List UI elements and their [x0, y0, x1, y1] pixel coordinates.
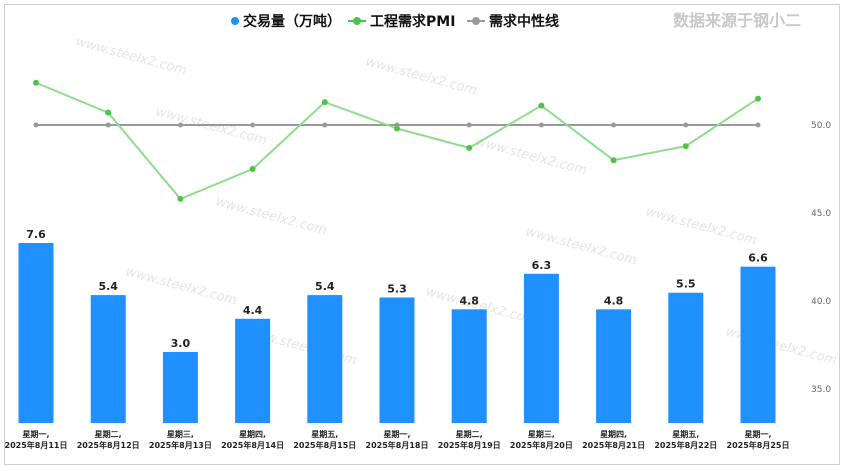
chart-svg: www.steelx2.com www.steelx2.com www.steelx… [5, 11, 838, 450]
volume-bar [668, 292, 704, 423]
legend-label: 交易量（万吨） [243, 13, 341, 30]
pmi-point [466, 144, 473, 151]
volume-bar-label: 4.8 [604, 294, 624, 307]
category-date-label: 2025年8月25日 [727, 440, 790, 450]
watermark-text: www.steelx2.com [364, 54, 479, 98]
neutral-point [538, 122, 544, 128]
neutral-point [105, 122, 111, 128]
pmi-line [35, 81, 759, 201]
neutral-point [322, 122, 328, 128]
category-weekday-label: 星期五, [672, 429, 699, 439]
volume-bar-label: 4.4 [243, 304, 263, 317]
category-date-label: 2025年8月22日 [654, 440, 717, 450]
category-weekday-label: 星期一, [22, 429, 49, 439]
category-date-label: 2025年8月11日 [5, 440, 67, 450]
category-weekday-label: 星期一, [383, 429, 410, 439]
neutral-point [250, 122, 256, 128]
legend-marker [231, 17, 239, 25]
pmi-point [33, 79, 39, 86]
category-weekday-label: 星期三, [167, 429, 194, 439]
category-axis: 星期一,2025年8月11日星期二,2025年8月12日星期三,2025年8月1… [5, 429, 789, 450]
watermark-text: www.steelx2.com [474, 134, 589, 178]
legend: 交易量（万吨） 工程需求PMI 需求中性线 [231, 13, 559, 30]
volume-bar [523, 273, 559, 423]
volume-bar-label: 5.4 [315, 280, 335, 293]
category-date-label: 2025年8月14日 [221, 440, 284, 450]
category-date-label: 2025年8月20日 [510, 440, 573, 450]
watermark-text: www.steelx2.com [124, 264, 239, 308]
neutral-point [755, 122, 761, 128]
volume-bar-label: 6.3 [532, 259, 552, 272]
category-date-label: 2025年8月12日 [77, 440, 140, 450]
chart-frame: www.steelx2.com www.steelx2.com www.steelx… [4, 4, 840, 465]
legend-label: 需求中性线 [489, 13, 559, 30]
watermark-text: www.steelx2.com [214, 194, 329, 238]
neutral-point [466, 122, 472, 128]
category-weekday-label: 星期一, [744, 429, 771, 439]
neutral-point [611, 122, 617, 128]
volume-bar [162, 351, 198, 423]
pmi-point [105, 109, 112, 116]
pmi-point [610, 157, 617, 164]
volume-bar [379, 297, 415, 423]
category-weekday-label: 星期四, [600, 429, 627, 439]
watermark-text: www.steelx2.com [74, 34, 189, 78]
pmi-line-series [33, 79, 761, 202]
legend-marker [472, 17, 480, 25]
legend-marker [353, 17, 361, 25]
volume-bar-label: 3.0 [171, 337, 191, 350]
category-weekday-label: 星期五, [311, 429, 338, 439]
category-date-label: 2025年8月15日 [293, 440, 356, 450]
pmi-point [321, 99, 328, 106]
volume-bar-label: 5.5 [676, 278, 696, 291]
category-weekday-label: 星期四, [239, 429, 266, 439]
category-date-label: 2025年8月21日 [582, 440, 645, 450]
right-axis-tick-label: 50.0 [811, 121, 831, 131]
pmi-point [682, 143, 689, 150]
volume-bar-label: 5.3 [387, 282, 407, 295]
category-date-label: 2025年8月19日 [438, 440, 501, 450]
volume-bar-label: 5.4 [98, 280, 118, 293]
category-date-label: 2025年8月13日 [149, 440, 212, 450]
volume-bar [18, 243, 54, 423]
neutral-point [177, 122, 183, 128]
category-date-label: 2025年8月18日 [366, 440, 429, 450]
pmi-point [177, 195, 184, 202]
neutral-line-series [33, 122, 761, 128]
category-weekday-label: 星期三, [528, 429, 555, 439]
pmi-point [249, 166, 256, 172]
pmi-point [394, 125, 400, 132]
bar-series: 7.6 5.4 3.0 4.4 5.4 5.3 4.8 6.3 4.8 5.5 6.6 [18, 228, 776, 423]
pmi-point [538, 102, 545, 109]
legend-label: 工程需求PMI [370, 13, 455, 30]
right-axis-tick-label: 35.0 [811, 385, 831, 395]
pmi-point [755, 95, 761, 102]
volume-bar [90, 295, 126, 423]
volume-bar-label: 7.6 [26, 228, 46, 241]
volume-bar-label: 6.6 [748, 252, 768, 265]
neutral-point [33, 122, 39, 128]
volume-bar [235, 318, 271, 423]
right-axis-tick-label: 40.0 [811, 297, 831, 307]
neutral-point [683, 122, 689, 128]
category-weekday-label: 星期二, [456, 429, 483, 439]
right-axis-tick-label: 45.0 [811, 209, 831, 219]
volume-bar [307, 295, 343, 423]
right-axis: 50.0 45.0 40.0 35.0 [811, 121, 831, 395]
watermark-text: www.steelx2.com [644, 204, 759, 248]
source-note: 数据来源于钢小二 [673, 11, 801, 30]
volume-bar [451, 309, 487, 423]
volume-bar [740, 266, 776, 423]
volume-bar-label: 4.8 [459, 294, 479, 307]
category-weekday-label: 星期二, [95, 429, 122, 439]
volume-bar [596, 309, 632, 423]
